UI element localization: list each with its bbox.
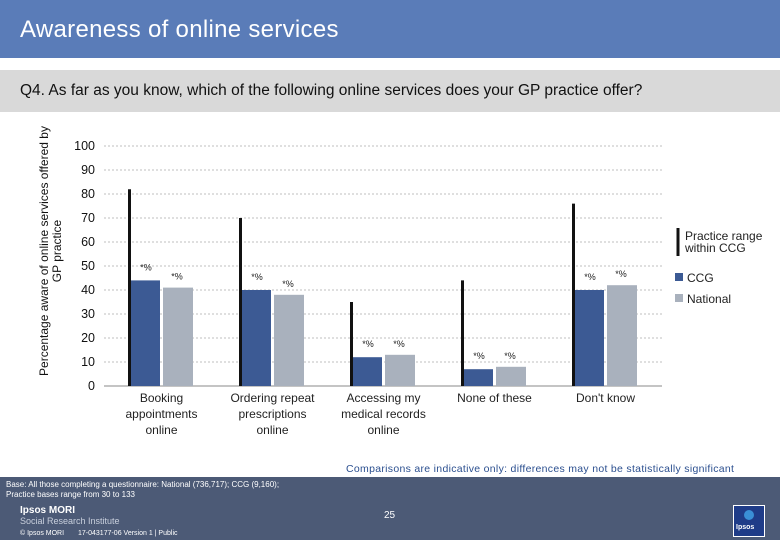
bar-ccg — [130, 280, 160, 386]
bar-ccg — [352, 357, 382, 386]
category-label: Booking — [140, 391, 183, 405]
ipsos-icon-dot — [744, 510, 754, 520]
gridlines — [104, 145, 662, 387]
bar-ccg — [574, 290, 604, 386]
data-label: *% — [171, 272, 183, 282]
y-tick-label: 50 — [81, 259, 95, 273]
ipsos-icon: Ipsos — [733, 505, 765, 537]
legend-range-label: Practice range — [685, 229, 763, 243]
data-labels: *% *% *% *% *% *% *% *% *% *% — [140, 262, 627, 361]
category-label: prescriptions — [238, 407, 306, 421]
ipsos-logo: Ipsos MORI Social Research Institute — [20, 505, 120, 526]
bar-national — [274, 294, 304, 386]
logo-line-1: Ipsos MORI — [20, 505, 76, 516]
bar-national — [163, 287, 193, 386]
data-label: *% — [140, 262, 152, 272]
bar-national — [607, 285, 637, 386]
y-tick-labels: 0 10 20 30 40 50 60 70 80 90 100 — [74, 139, 95, 393]
range-lines — [128, 189, 575, 386]
y-tick-label: 0 — [88, 379, 95, 393]
category-label: Accessing my — [346, 391, 420, 405]
bar-national — [385, 354, 415, 386]
category-label: online — [367, 423, 399, 437]
base-note: Base: All those completing a questionnai… — [6, 480, 366, 500]
category-label: online — [145, 423, 177, 437]
base-line-1: Base: All those completing a questionnai… — [6, 480, 280, 489]
question-text: Q4. As far as you know, which of the fol… — [20, 82, 643, 99]
category-label: Ordering repeat — [230, 391, 315, 405]
data-label: *% — [393, 339, 405, 349]
y-tick-label: 30 — [81, 307, 95, 321]
category-label: medical records — [341, 407, 426, 421]
data-label: *% — [584, 272, 596, 282]
category-label: Don't know — [576, 391, 635, 405]
data-label: *% — [504, 351, 516, 361]
data-label: *% — [282, 279, 294, 289]
y-tick-label: 20 — [81, 331, 95, 345]
ipsos-icon-text: Ipsos — [736, 524, 755, 531]
logo-line-2: Social Research Institute — [20, 516, 120, 526]
data-label: *% — [473, 351, 485, 361]
comparison-note: Comparisons are indicative only: differe… — [346, 463, 735, 475]
y-tick-label: 100 — [74, 139, 95, 153]
legend-national-label: National — [687, 292, 731, 306]
copyright: © Ipsos MORI — [20, 530, 65, 537]
base-line-2: Practice bases range from 30 to 133 — [6, 490, 135, 499]
legend-ccg-swatch — [675, 273, 683, 281]
y-tick-label: 40 — [81, 283, 95, 297]
category-labels: Booking appointments online Ordering repeat… — [125, 391, 635, 437]
category-label: None of these — [457, 391, 532, 405]
bar-national — [496, 366, 526, 386]
footer: Base: All those completing a questionnai… — [0, 477, 780, 540]
y-tick-label: 60 — [81, 235, 95, 249]
y-tick-label: 80 — [81, 187, 95, 201]
bar-ccg — [241, 290, 271, 386]
bars — [130, 280, 637, 386]
version-text: 17-043177-06 Version 1 | Public — [78, 530, 178, 537]
page-number: 25 — [384, 510, 396, 521]
category-label: online — [256, 423, 288, 437]
legend-ccg-label: CCG — [687, 271, 714, 285]
y-tick-label: 10 — [81, 355, 95, 369]
bar-ccg — [463, 369, 493, 386]
data-label: *% — [251, 272, 263, 282]
legend-range-label-2: within CCG — [684, 241, 746, 255]
category-label: appointments — [125, 407, 197, 421]
y-tick-label: 90 — [81, 163, 95, 177]
header-bar: Awareness of online services — [0, 0, 780, 58]
legend-national-swatch — [675, 294, 683, 302]
data-label: *% — [615, 269, 627, 279]
question-bar: Q4. As far as you know, which of the fol… — [0, 70, 780, 112]
y-tick-label: 70 — [81, 211, 95, 225]
data-label: *% — [362, 339, 374, 349]
page-title: Awareness of online services — [20, 16, 339, 43]
